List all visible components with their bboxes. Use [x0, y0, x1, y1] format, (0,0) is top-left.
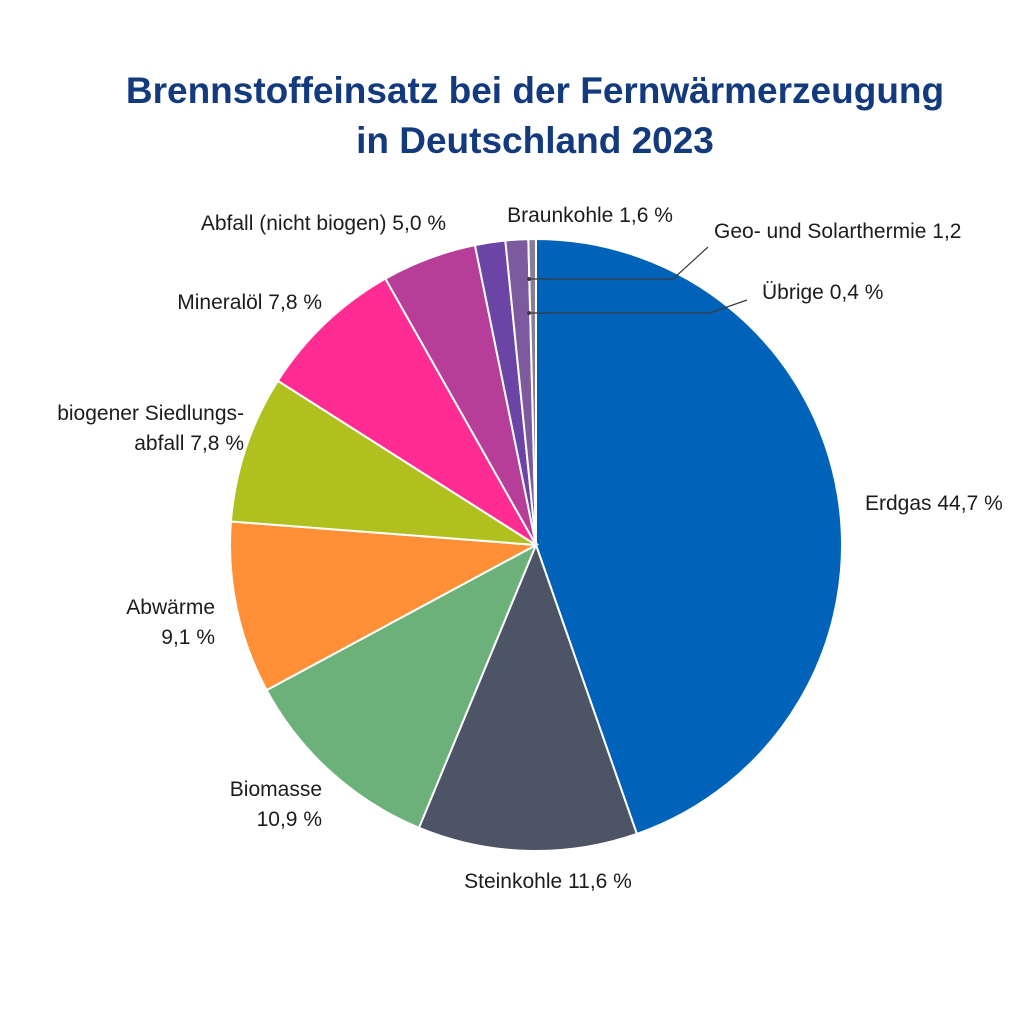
- leader-dot-uebrige: [527, 311, 531, 315]
- pie-slice-abwaerme: [229, 520, 540, 692]
- slice-label-line: biogener Siedlungs-: [57, 402, 244, 425]
- slice-label-line: Abfall (nicht biogen) 5,0 %: [201, 212, 446, 235]
- slice-label-line: Abwärme: [126, 596, 215, 619]
- pie-slices: [229, 237, 844, 852]
- slice-label-braunkohle: Braunkohle 1,6 %: [507, 204, 673, 227]
- leader-line-geo-und-solarthermie: [529, 246, 709, 280]
- chart-title-line-2: in Deutschland 2023: [356, 120, 714, 161]
- slice-label-uebrige: Übrige 0,4 %: [762, 281, 883, 304]
- slice-label-steinkohle: Steinkohle 11,6 %: [464, 870, 632, 893]
- slice-label-mineraloel: Mineralöl 7,8 %: [177, 291, 322, 314]
- slice-label-biomasse: Biomasse 10,9 %: [230, 778, 322, 831]
- slice-label-line: Geo- und Solarthermie 1,2: [714, 220, 961, 243]
- chart-title: Brennstoffeinsatz bei der Fernwärmerzeug…: [0, 66, 1024, 166]
- chart-title-line-1: Brennstoffeinsatz bei der Fernwärmerzeug…: [125, 70, 945, 111]
- slice-label-line: Erdgas 44,7 %: [865, 492, 1003, 515]
- leader-dot-geo-und-solarthermie: [527, 277, 531, 281]
- slice-label-line: Steinkohle 11,6 %: [464, 870, 632, 893]
- pie-slice-mineraloel: [276, 277, 537, 546]
- pie-slice-steinkohle: [417, 542, 639, 852]
- slice-label-line: 9,1 %: [161, 626, 215, 649]
- slice-label-line: Biomasse: [230, 778, 322, 801]
- slice-labels: Erdgas 44,7 % Steinkohle 11,6 % Biomasse 10…: [57, 204, 1003, 893]
- pie-slice-erdgas: [535, 237, 844, 836]
- slice-label-abwaerme: Abwärme 9,1 %: [126, 596, 215, 649]
- pie-slice-biogener-siedlungsabfall: [229, 379, 537, 546]
- slice-label-line: 10,9 %: [257, 808, 322, 831]
- slice-label-line: Mineralöl 7,8 %: [177, 291, 322, 314]
- pie-slice-biomasse: [265, 542, 538, 830]
- slice-label-abfall-nicht-biogen: Abfall (nicht biogen) 5,0 %: [201, 212, 446, 235]
- slice-label-erdgas: Erdgas 44,7 %: [865, 492, 1003, 515]
- slice-label-biogener-siedlungsabfall: biogener Siedlungs-abfall 7,8 %: [57, 402, 244, 455]
- pie-slice-uebrige: [527, 237, 537, 546]
- slice-label-line: abfall 7,8 %: [134, 432, 244, 455]
- leader-line-uebrige: [529, 299, 748, 314]
- slice-label-line: Braunkohle 1,6 %: [507, 204, 673, 227]
- slice-label-geo-und-solarthermie: Geo- und Solarthermie 1,2: [714, 220, 961, 243]
- leader-lines: [527, 246, 748, 315]
- slice-label-line: Übrige 0,4 %: [762, 281, 883, 304]
